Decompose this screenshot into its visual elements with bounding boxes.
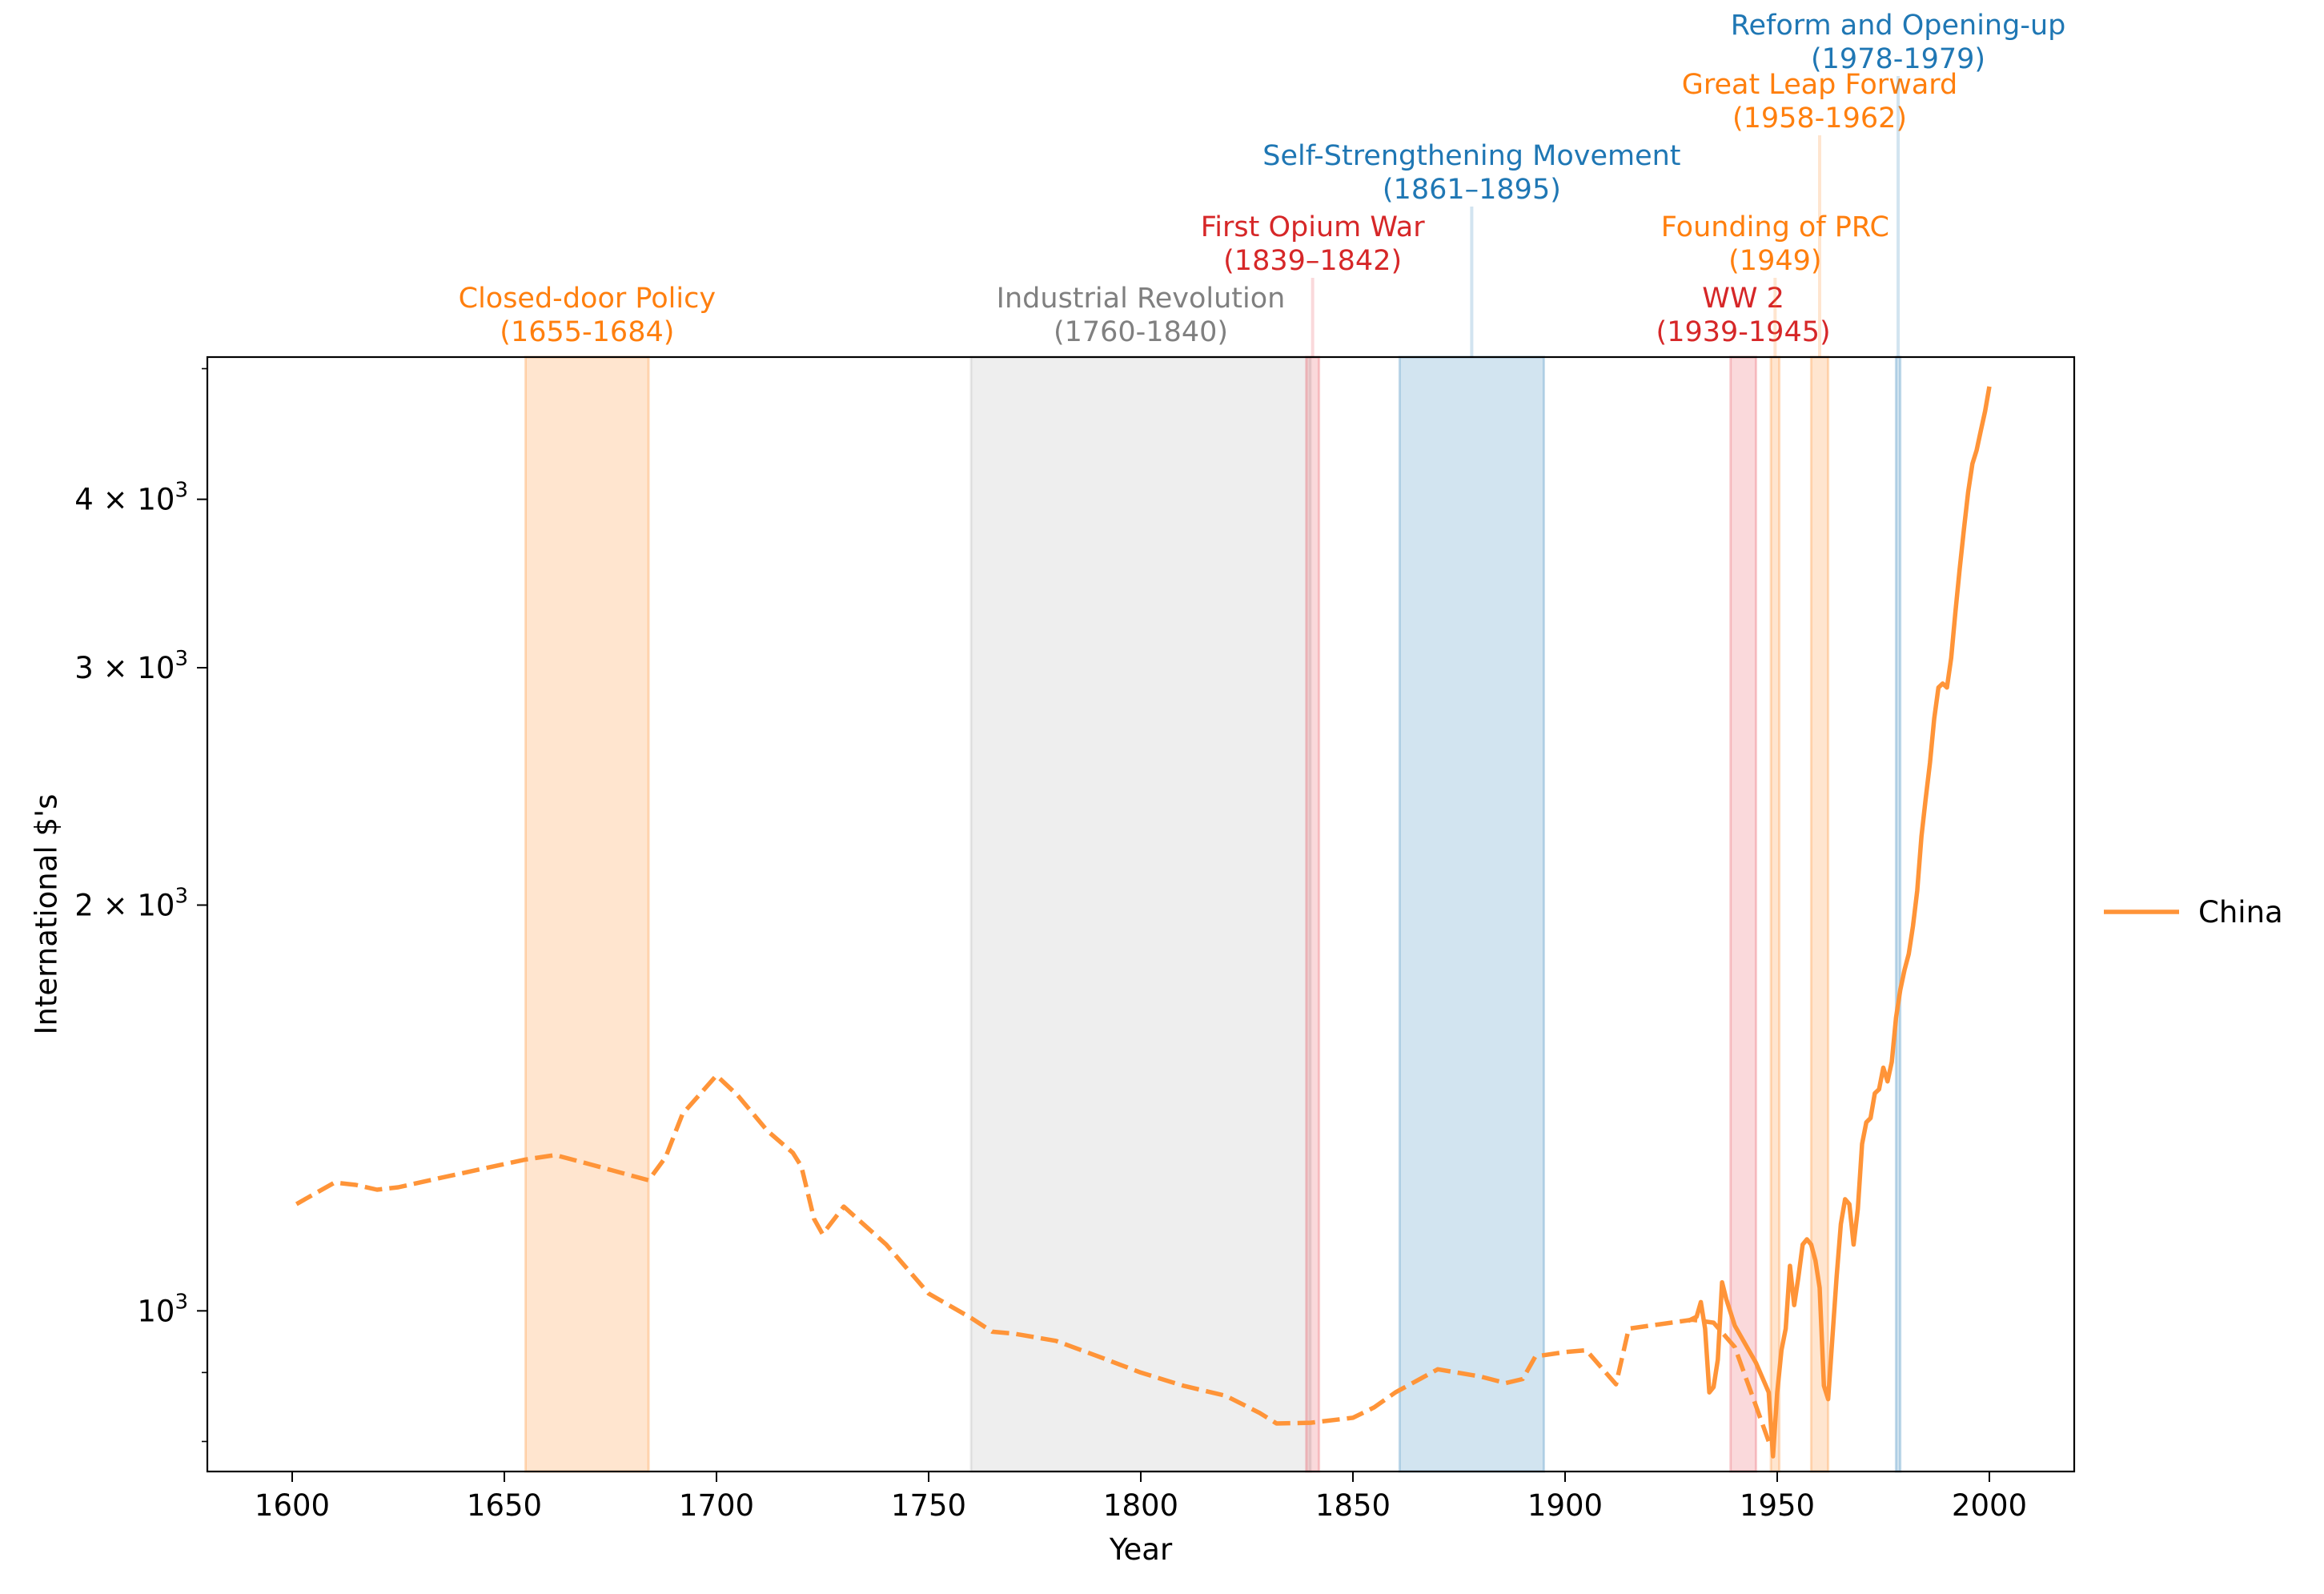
series-lines xyxy=(295,386,1992,1459)
period-span-ww-2 xyxy=(1729,355,1757,1473)
y-axis-label: International $'s xyxy=(30,794,64,1035)
x-tick-label-1800: 1800 xyxy=(1103,1488,1178,1523)
period-label-ww-2: WW 2 xyxy=(1702,283,1784,315)
period-years-first-opium-war: (1839–1842) xyxy=(1223,245,1402,277)
series-line-china-dashed xyxy=(295,1073,1771,1443)
x-axis-label: Year xyxy=(1109,1532,1173,1567)
historical-periods: Closed-door Policy(1655-1684) Industrial … xyxy=(459,10,2066,1473)
period-label-industrial-revolution: Industrial Revolution xyxy=(997,283,1286,315)
period-span-reform-and-opening-up xyxy=(1894,355,1902,1473)
period-span-self-strengthening-movement xyxy=(1398,355,1546,1473)
x-tick-label-1950: 1950 xyxy=(1740,1488,1815,1523)
y-tick-label-1000: 103 xyxy=(137,1290,188,1328)
period-label-self-strengthening-movement: Self-Strengthening Movement xyxy=(1262,140,1680,172)
y-tick-label-3000: 3 × 103 xyxy=(74,647,188,685)
x-tick-label-1900: 1900 xyxy=(1527,1488,1603,1523)
x-tick-label-2000: 2000 xyxy=(1952,1488,2027,1523)
period-span-founding-of-prc xyxy=(1769,355,1781,1473)
x-tick-label-1600: 1600 xyxy=(255,1488,330,1523)
y-tick-label-4000: 4 × 103 xyxy=(74,479,188,517)
period-years-self-strengthening-movement: (1861–1895) xyxy=(1383,174,1561,206)
legend-label-china: China xyxy=(2198,895,2283,929)
legend: China xyxy=(2104,895,2283,929)
x-tick-label-1750: 1750 xyxy=(891,1488,966,1523)
period-years-industrial-revolution: (1760-1840) xyxy=(1054,316,1228,348)
series-line-china-solid xyxy=(1687,386,1992,1459)
x-tick-label-1700: 1700 xyxy=(679,1488,754,1523)
x-tick-label-1850: 1850 xyxy=(1315,1488,1391,1523)
period-label-reform-and-opening-up: Reform and Opening-up xyxy=(1731,10,2066,42)
y-axis: 103 2 × 103 3 × 103 4 × 103 xyxy=(74,367,207,1443)
y-tick-label-2000: 2 × 103 xyxy=(74,884,188,922)
period-label-closed-door-policy: Closed-door Policy xyxy=(459,283,716,315)
period-label-first-opium-war: First Opium War xyxy=(1201,211,1425,243)
period-years-great-leap-forward: (1958-1962) xyxy=(1732,102,1907,135)
period-years-ww-2: (1939-1945) xyxy=(1656,316,1831,348)
x-axis: 1600 1650 1700 1750 1800 1850 1900 1950 2000 xyxy=(255,1472,2027,1523)
period-span-industrial-revolution xyxy=(969,355,1312,1473)
period-label-great-leap-forward: Great Leap Forward xyxy=(1682,69,1958,101)
period-span-first-opium-war xyxy=(1305,355,1321,1473)
period-span-closed-door-policy xyxy=(524,355,650,1473)
period-years-founding-of-prc: (1949) xyxy=(1728,245,1821,277)
period-label-founding-of-prc: Founding of PRC xyxy=(1661,211,1889,243)
x-tick-label-1650: 1650 xyxy=(467,1488,542,1523)
period-years-reform-and-opening-up: (1978-1979) xyxy=(1811,43,1985,75)
period-years-closed-door-policy: (1655-1684) xyxy=(500,316,674,348)
